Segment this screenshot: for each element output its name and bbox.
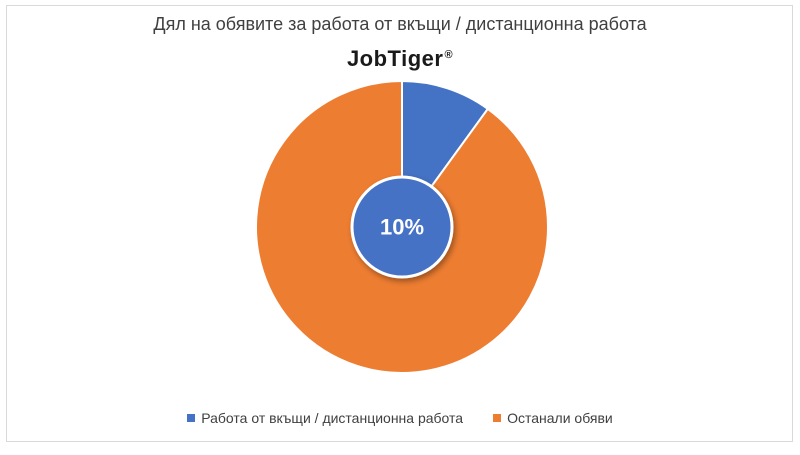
legend-label-remote: Работа от вкъщи / дистанционна работа xyxy=(201,410,464,426)
legend-label-other: Останали обяви xyxy=(507,410,613,426)
logo-text: JobTiger xyxy=(346,46,444,71)
legend-item-other: Останали обяви xyxy=(493,410,613,426)
legend: Работа от вкъщи / дистанционна работа Ос… xyxy=(0,410,800,426)
center-percent-label: 10% xyxy=(380,215,424,240)
legend-swatch-other xyxy=(493,414,502,422)
chart-frame xyxy=(6,5,793,442)
jobtiger-logo: JobTiger® xyxy=(0,46,800,72)
legend-swatch-remote xyxy=(187,414,196,422)
registered-mark: ® xyxy=(444,48,454,61)
center-bubble xyxy=(350,175,454,279)
chart-title: Дял на обявите за работа от вкъщи / дист… xyxy=(153,14,647,34)
legend-item-remote: Работа от вкъщи / дистанционна работа xyxy=(187,410,463,426)
